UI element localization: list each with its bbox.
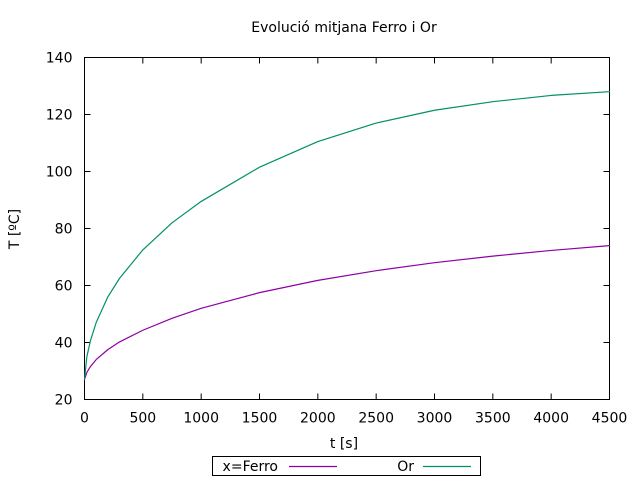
y-tick-label: 40: [55, 336, 73, 352]
x-tick-label: 2500: [358, 411, 394, 427]
legend-label-or: Or: [397, 459, 414, 475]
x-tick-label: 3500: [475, 411, 511, 427]
y-tick-label: 100: [46, 165, 73, 181]
series-line-or: [83, 91, 611, 381]
x-tick-label: 500: [129, 411, 156, 427]
y-tick-label: 60: [55, 279, 73, 295]
legend-label-ferro: x=Ferro: [223, 459, 278, 475]
series-group: [83, 91, 611, 381]
y-tick-label: 140: [46, 51, 73, 67]
x-tick-label: 1000: [183, 411, 219, 427]
legend: x=Ferro Or: [212, 456, 481, 476]
x-axis-label: t [s]: [330, 436, 358, 452]
y-axis: 20 40 60 80 100 120 140: [46, 51, 610, 409]
x-tick-label: 2000: [300, 411, 336, 427]
x-tick-label: 0: [80, 411, 89, 427]
x-tick-label: 1500: [242, 411, 278, 427]
legend-box: [212, 456, 481, 476]
y-tick-label: 80: [55, 222, 73, 238]
y-tick-label: 120: [46, 108, 73, 124]
x-tick-label: 4000: [533, 411, 569, 427]
plot-area-border: [84, 57, 610, 400]
x-tick-label: 3000: [417, 411, 453, 427]
chart-title: Evolució mitjana Ferro i Or: [251, 20, 437, 36]
series-line-ferro: [83, 245, 611, 381]
x-axis: 0 500 1000 1500 2000 2500 3000 3500 4000 4500: [80, 57, 628, 427]
y-tick-label: 20: [55, 393, 73, 409]
y-axis-label: T [ºC]: [7, 209, 23, 250]
x-tick-label: 4500: [592, 411, 628, 427]
